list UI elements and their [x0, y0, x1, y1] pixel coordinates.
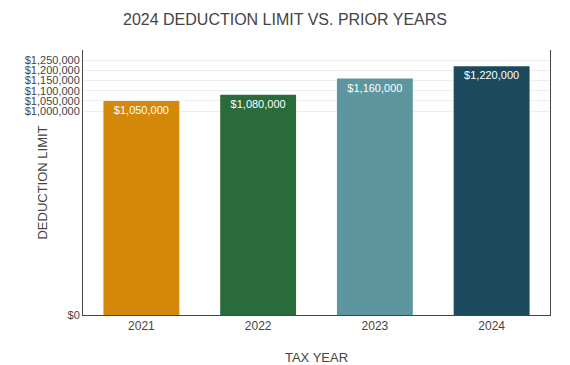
svg-text:DEDUCTION LIMIT: DEDUCTION LIMIT: [35, 125, 50, 239]
svg-text:$1,200,000: $1,200,000: [25, 64, 80, 76]
svg-text:TAX YEAR: TAX YEAR: [285, 350, 348, 365]
svg-text:$1,100,000: $1,100,000: [25, 85, 80, 97]
svg-text:$1,250,000: $1,250,000: [25, 54, 80, 66]
svg-text:2024: 2024: [478, 319, 505, 333]
svg-text:$1,000,000: $1,000,000: [25, 105, 80, 117]
svg-text:$1,080,000: $1,080,000: [231, 98, 286, 110]
svg-text:$1,160,000: $1,160,000: [347, 82, 402, 94]
svg-text:2024 DEDUCTION LIMIT VS. PRIOR: 2024 DEDUCTION LIMIT VS. PRIOR YEARS: [123, 11, 447, 28]
svg-text:2023: 2023: [362, 319, 389, 333]
svg-text:$1,150,000: $1,150,000: [25, 74, 80, 86]
svg-text:$1,050,000: $1,050,000: [25, 95, 80, 107]
svg-text:$1,050,000: $1,050,000: [114, 104, 169, 116]
svg-text:$0: $0: [68, 309, 80, 321]
svg-text:2021: 2021: [128, 319, 155, 333]
svg-text:$1,220,000: $1,220,000: [464, 69, 519, 81]
svg-text:2022: 2022: [245, 319, 272, 333]
